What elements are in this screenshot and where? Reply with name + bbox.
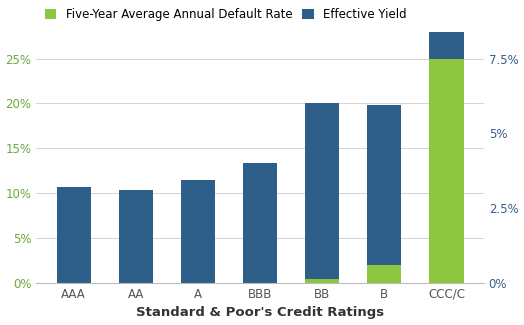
Bar bbox=[305, 103, 340, 283]
Bar bbox=[430, 58, 464, 283]
Bar bbox=[430, 29, 464, 283]
Bar bbox=[243, 163, 277, 283]
Bar bbox=[181, 180, 215, 283]
Bar bbox=[367, 265, 401, 283]
Legend: Five-Year Average Annual Default Rate, Effective Yield: Five-Year Average Annual Default Rate, E… bbox=[42, 6, 409, 23]
Bar bbox=[57, 187, 91, 283]
Bar bbox=[119, 190, 153, 283]
Bar bbox=[367, 105, 401, 283]
X-axis label: Standard & Poor's Credit Ratings: Standard & Poor's Credit Ratings bbox=[136, 306, 384, 319]
Bar bbox=[305, 279, 340, 283]
